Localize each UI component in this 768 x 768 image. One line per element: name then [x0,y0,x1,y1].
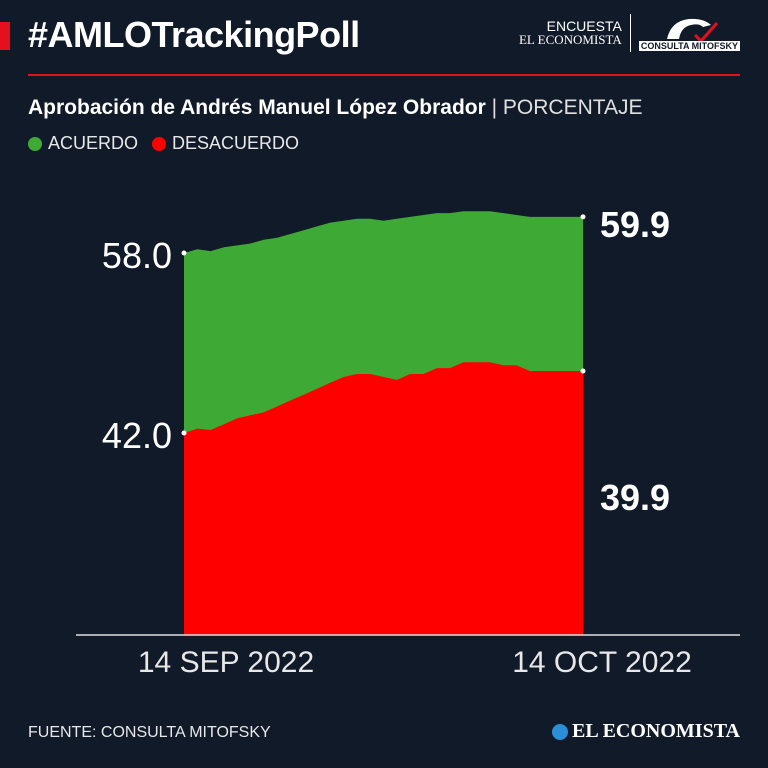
green-end-label: 59.9 [600,204,670,245]
logo-line2: EL ECONOMISTA [518,32,622,47]
legend-dot-red [152,136,167,151]
x-tick-label-end: 14 OCT 2022 [512,646,692,679]
brand-name: EL ECONOMISTA [572,720,740,742]
chart-title: Aprobación de Andrés Manuel López Obrado… [28,96,486,119]
accent-tab [0,22,10,50]
chart-unit: PORCENTAJE [502,96,643,119]
logo-line1: ENCUESTA [546,18,622,34]
red-end-label: 39.9 [600,477,670,518]
legend-desacuerdo: DESACUERDO [152,133,299,154]
mitofsky-logo: CONSULTA MITOFSKY [638,15,740,51]
header-rule [28,74,740,76]
chart-subtitle: Aprobación de Andrés Manuel López Obrado… [28,96,643,119]
green-start-label: 58.0 [102,235,172,276]
legend: ACUERDO DESACUERDO [28,133,299,154]
legend-label: ACUERDO [48,133,139,153]
source-note: FUENTE: CONSULTA MITOFSKY [28,724,271,741]
red-start-label: 42.0 [102,415,172,456]
desacuerdo-area [184,362,583,635]
header-logo: ENCUESTA EL ECONOMISTA CONSULTA MITOFSKY [519,14,740,52]
legend-label: DESACUERDO [172,133,300,153]
page-title: #AMLOTrackingPoll [28,14,360,55]
green-start-marker [181,250,187,256]
legend-acuerdo: ACUERDO [28,133,138,154]
mitofsky-name: CONSULTA MITOFSKY [638,41,740,51]
legend-dot-green [28,136,42,151]
brand-logo: EL ECONOMISTA [552,720,740,743]
logo-divider [629,14,631,52]
red-start-marker [181,430,187,436]
x-tick-label-start: 14 SEP 2022 [138,646,314,679]
green-end-marker [580,214,586,220]
brand-icon [552,723,568,740]
red-end-marker [580,368,586,374]
